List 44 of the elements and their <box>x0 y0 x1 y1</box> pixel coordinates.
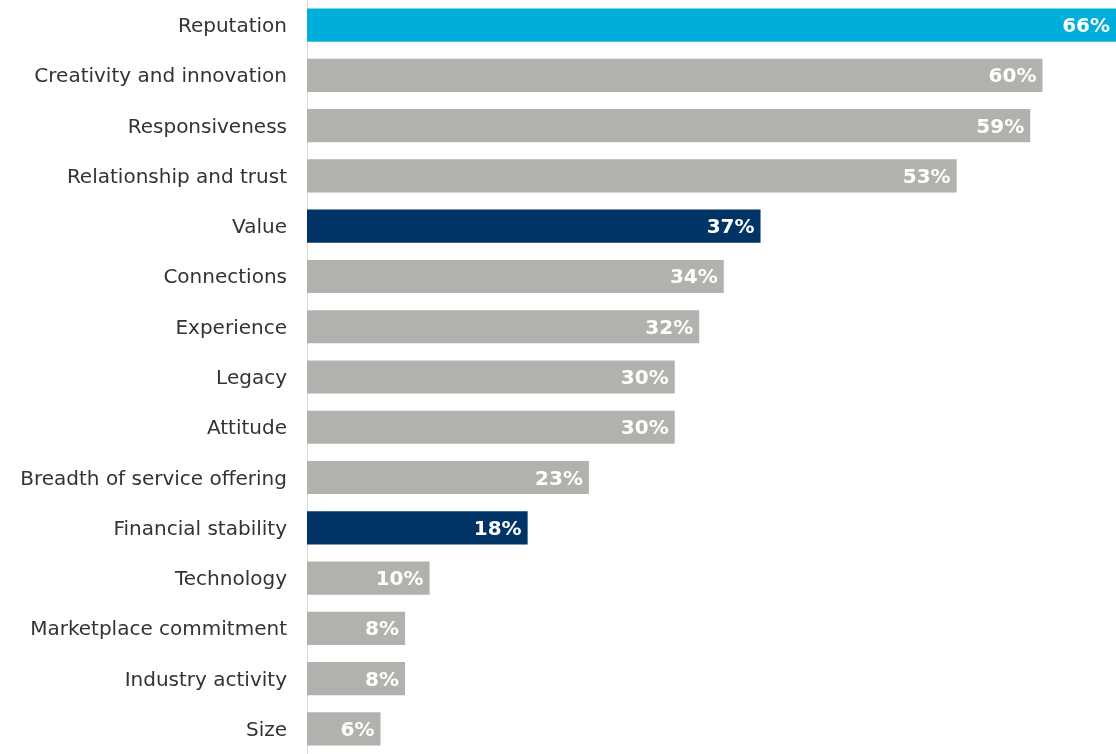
bar <box>307 259 724 294</box>
data-label: 34% <box>669 264 718 289</box>
y-tick-label: Size <box>245 716 287 741</box>
data-label: 59% <box>976 113 1025 138</box>
bar <box>307 561 430 595</box>
data-label: 6% <box>340 716 375 741</box>
y-tick-label: Legacy <box>216 365 288 389</box>
y-tick-label: Reputation <box>177 13 287 38</box>
bar <box>307 58 1043 92</box>
y-tick-label: Technology <box>173 566 288 591</box>
bar <box>307 209 761 243</box>
y-tick-label: Value <box>232 214 287 239</box>
y-tick-label: Marketplace commitment <box>30 616 288 641</box>
data-label: 32% <box>645 314 694 339</box>
data-label: 37% <box>706 214 755 239</box>
bar <box>307 109 1031 143</box>
data-label: 66% <box>1062 13 1110 38</box>
data-label: 10% <box>375 566 424 591</box>
y-tick-label: Financial stability <box>113 515 288 540</box>
bar <box>307 310 700 344</box>
bar <box>307 360 675 394</box>
bar <box>307 159 957 193</box>
data-label: 18% <box>473 515 522 540</box>
bar <box>307 410 675 444</box>
y-tick-label: Creativity and innovation <box>34 63 287 88</box>
data-label: 8% <box>365 666 400 691</box>
bar <box>307 8 1116 42</box>
data-label: 60% <box>988 63 1037 88</box>
bar <box>307 511 528 545</box>
data-label: 8% <box>365 616 400 641</box>
y-tick-label: Attitude <box>206 415 287 440</box>
y-tick-label: Breadth of service offering <box>20 465 287 490</box>
y-tick-label: Responsiveness <box>127 113 287 138</box>
y-tick-label: Industry activity <box>124 666 288 691</box>
data-label: 30% <box>620 365 669 389</box>
data-label: 23% <box>535 465 583 490</box>
bar <box>307 611 406 645</box>
bar <box>307 460 589 495</box>
data-label: 53% <box>902 163 951 188</box>
y-tick-label: Connections <box>163 264 287 289</box>
bar <box>307 662 406 696</box>
data-label: 30% <box>620 415 669 440</box>
y-tick-label: Experience <box>175 314 287 339</box>
y-tick-label: Relationship and trust <box>66 163 288 188</box>
